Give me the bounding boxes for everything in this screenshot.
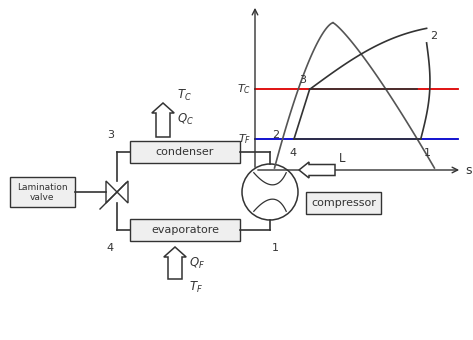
Text: 2: 2: [272, 130, 279, 140]
Text: valve: valve: [30, 193, 54, 203]
Text: $T_C$: $T_C$: [237, 83, 251, 96]
Text: condenser: condenser: [156, 147, 214, 157]
Text: 4: 4: [289, 148, 297, 158]
FancyArrow shape: [152, 103, 174, 137]
Text: $T_C$: $T_C$: [177, 87, 192, 103]
Text: compressor: compressor: [311, 198, 376, 208]
Text: $Q_C$: $Q_C$: [177, 112, 194, 126]
FancyArrow shape: [164, 247, 186, 279]
Bar: [130, 219, 240, 241]
Bar: [9, 177, 75, 207]
Text: s: s: [465, 164, 472, 176]
Text: L: L: [339, 152, 345, 165]
Text: 2: 2: [430, 31, 438, 41]
Text: 3: 3: [299, 75, 307, 85]
Bar: [306, 192, 381, 214]
Text: 4: 4: [107, 243, 114, 253]
Text: $T_F$: $T_F$: [237, 132, 251, 146]
Text: 1: 1: [272, 243, 279, 253]
Bar: [130, 141, 240, 163]
Text: 3: 3: [107, 130, 114, 140]
Text: T: T: [249, 0, 257, 2]
Text: evaporatore: evaporatore: [151, 225, 219, 235]
FancyArrow shape: [299, 162, 335, 178]
Text: $Q_F$: $Q_F$: [189, 255, 205, 271]
Text: $T_F$: $T_F$: [189, 279, 203, 294]
Text: Lamination: Lamination: [17, 183, 67, 191]
Text: 1: 1: [424, 148, 431, 158]
